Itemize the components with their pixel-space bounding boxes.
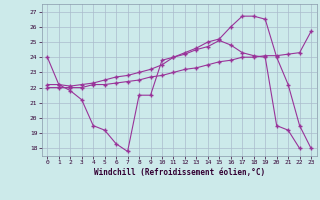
X-axis label: Windchill (Refroidissement éolien,°C): Windchill (Refroidissement éolien,°C): [94, 168, 265, 177]
